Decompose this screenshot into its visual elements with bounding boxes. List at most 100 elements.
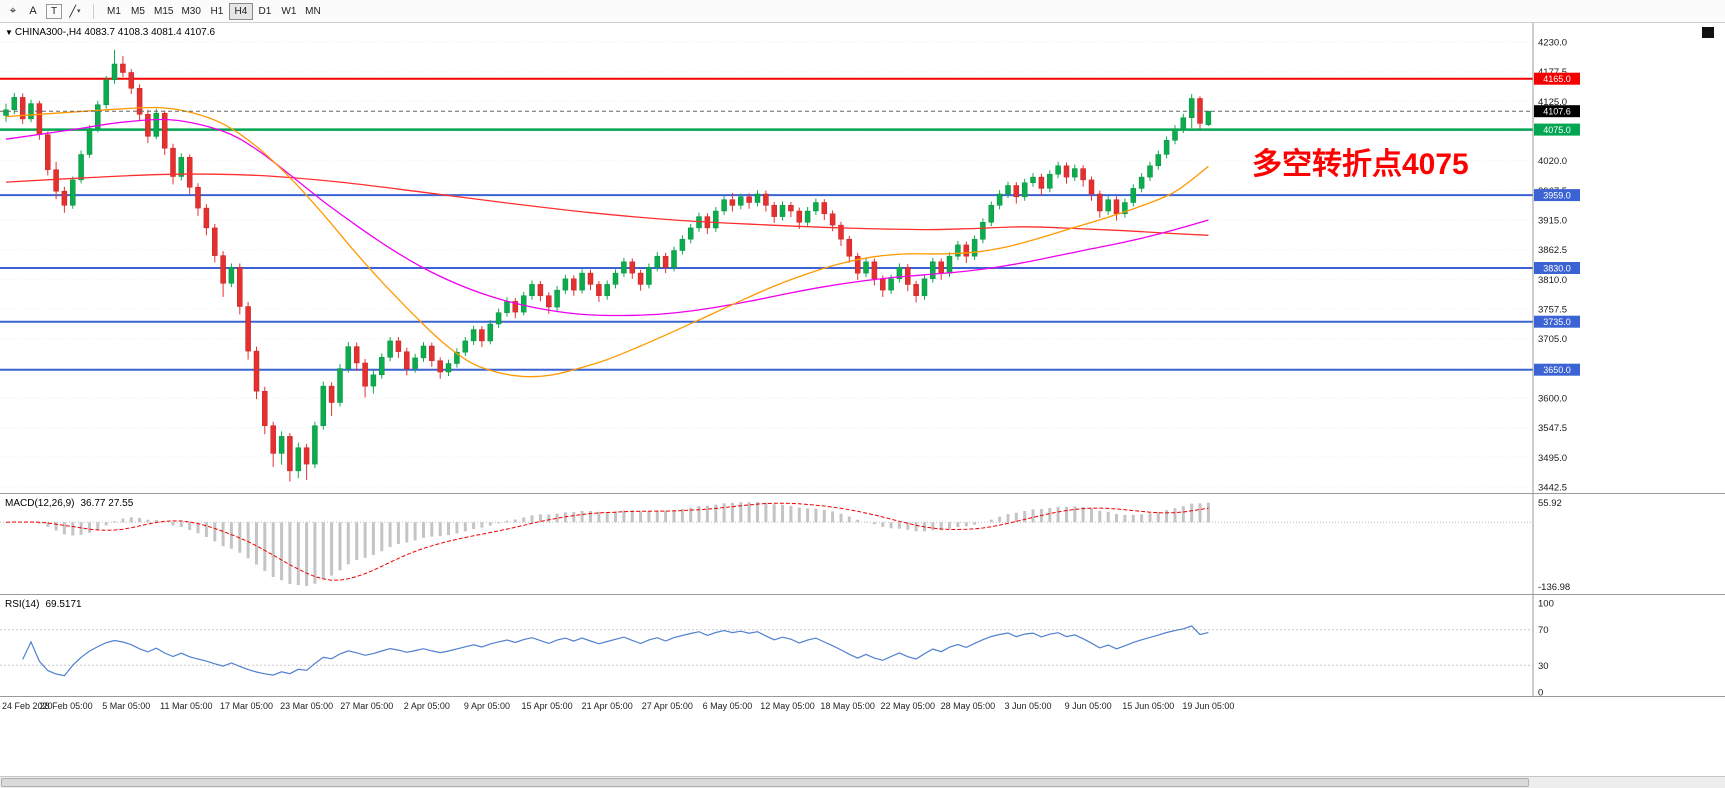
macd-values: 36.77 27.55 bbox=[80, 498, 134, 509]
macd-panel: 55.92 -136.98 MACD(12,26,9) 36.77 27.55 bbox=[0, 494, 1725, 595]
date-label: 19 Jun 05:00 bbox=[1182, 701, 1235, 711]
price-badge bbox=[1534, 72, 1580, 85]
price-badges: 4165.0 4075.0 3959.0 3830.0 3735.0 3650.0 4107… bbox=[1534, 72, 1580, 376]
horizontal-scrollbar-thumb[interactable] bbox=[1, 778, 1529, 787]
date-label: 27 Mar 05:00 bbox=[340, 701, 394, 711]
crosshair-tool-button[interactable]: ⌖ bbox=[9, 4, 17, 17]
svg-text:3705.0: 3705.0 bbox=[1538, 334, 1567, 345]
moving-averages bbox=[5, 106, 1209, 378]
macd-signal-line bbox=[5, 502, 1209, 581]
rsi-axis[interactable]: 100 70 30 0 bbox=[1532, 595, 1554, 697]
svg-text:-136.98: -136.98 bbox=[1538, 582, 1570, 593]
toolbar: ⌖ A T ╱ ▾ M1 M5 M15 M30 H1 H4 D1 W1 MN bbox=[0, 0, 1725, 23]
date-label: 18 May 05:00 bbox=[820, 701, 875, 711]
date-label: 21 Apr 05:00 bbox=[581, 701, 633, 711]
candlesticks bbox=[3, 49, 1212, 482]
date-label: 23 Mar 05:00 bbox=[280, 701, 334, 711]
macd-canvas[interactable]: 55.92 -136.98 bbox=[0, 494, 1725, 594]
chart-info-line: ▼ CHINA300-,H4 4083.7 4108.3 4081.4 4107.… bbox=[5, 27, 215, 38]
timeframe-w1-button[interactable]: W1 bbox=[281, 5, 297, 17]
date-label: 28 May 05:00 bbox=[940, 701, 996, 711]
price-axis[interactable]: 4230.04177.54125.04072.54020.03967.53915… bbox=[1532, 23, 1567, 494]
date-label: 2 Apr 05:00 bbox=[403, 701, 450, 711]
chart-info-text: CHINA300-,H4 4083.7 4108.3 4081.4 4107.6 bbox=[14, 27, 216, 38]
timeframe-h4-button[interactable]: H4 bbox=[228, 2, 253, 20]
rsi-panel: 100 70 30 0 RSI(14) 69.5171 bbox=[0, 595, 1725, 697]
timeframe-h1-button[interactable]: H1 bbox=[210, 5, 224, 17]
date-label: 15 Jun 05:00 bbox=[1122, 701, 1175, 711]
rsi-value: 69.5171 bbox=[45, 599, 82, 610]
macd-axis[interactable]: 55.92 -136.98 bbox=[1532, 494, 1570, 594]
macd-label: MACD(12,26,9) 36.77 27.55 bbox=[5, 498, 133, 509]
svg-text:3495.0: 3495.0 bbox=[1538, 453, 1567, 464]
timeframe-mn-button[interactable]: MN bbox=[305, 5, 321, 17]
svg-text:4125.0: 4125.0 bbox=[1538, 97, 1567, 108]
svg-text:3810.0: 3810.0 bbox=[1538, 275, 1567, 286]
price-badge bbox=[1534, 262, 1580, 274]
svg-text:100: 100 bbox=[1538, 599, 1554, 610]
timeframe-m5-button[interactable]: M5 bbox=[131, 5, 145, 17]
rsi-canvas[interactable]: 100 70 30 0 bbox=[0, 595, 1725, 696]
date-label: 24 Feb 2020 bbox=[2, 701, 53, 711]
svg-text:3757.5: 3757.5 bbox=[1538, 305, 1567, 316]
svg-text:4177.5: 4177.5 bbox=[1538, 67, 1567, 78]
macd-name: MACD(12,26,9) bbox=[5, 498, 75, 509]
svg-text:4020.0: 4020.0 bbox=[1538, 156, 1567, 167]
rsi-name: RSI(14) bbox=[5, 599, 40, 610]
timeframe-m30-button[interactable]: M30 bbox=[181, 5, 201, 17]
timeframe-m1-button[interactable]: M1 bbox=[107, 5, 121, 17]
date-label: 6 May 05:00 bbox=[702, 701, 753, 711]
timeframe-d1-button[interactable]: D1 bbox=[258, 5, 272, 17]
svg-text:4165.0: 4165.0 bbox=[1543, 74, 1571, 84]
text-label-tool-button[interactable]: T bbox=[46, 3, 62, 19]
date-label: 11 Mar 05:00 bbox=[160, 701, 213, 711]
toolbar-separator bbox=[93, 3, 94, 19]
date-label: 22 May 05:00 bbox=[880, 701, 936, 711]
svg-text:4107.6: 4107.6 bbox=[1543, 107, 1571, 117]
horizontal-scrollbar[interactable] bbox=[0, 776, 1725, 788]
drawing-tools-group: ⌖ A T ╱ ▾ bbox=[3, 2, 85, 20]
price-gridlines bbox=[0, 41, 1533, 488]
date-label: 5 Mar 05:00 bbox=[102, 701, 151, 711]
text-tool-button[interactable]: A bbox=[29, 5, 37, 17]
draw-shapes-tool-button[interactable]: ╱ ▾ bbox=[69, 5, 81, 18]
scroll-thumb-top-right[interactable] bbox=[1702, 27, 1714, 38]
rsi-label: RSI(14) 69.5171 bbox=[5, 599, 82, 610]
svg-text:3830.0: 3830.0 bbox=[1543, 264, 1571, 274]
svg-text:3600.0: 3600.0 bbox=[1538, 394, 1567, 405]
svg-text:3915.0: 3915.0 bbox=[1538, 216, 1567, 227]
svg-text:70: 70 bbox=[1538, 625, 1549, 636]
date-label: 9 Jun 05:00 bbox=[1064, 701, 1112, 711]
timeframe-m15-button[interactable]: M15 bbox=[154, 5, 174, 17]
svg-text:3959.0: 3959.0 bbox=[1543, 191, 1571, 201]
svg-text:3547.5: 3547.5 bbox=[1538, 423, 1567, 434]
svg-text:4075.0: 4075.0 bbox=[1543, 125, 1571, 135]
date-label: 15 Apr 05:00 bbox=[521, 701, 573, 711]
ma-long-red bbox=[5, 173, 1209, 236]
time-axis[interactable]: 24 Feb 2020 28 Feb 05:00 5 Mar 05:00 11 Mar… bbox=[0, 697, 1725, 715]
svg-text:0: 0 bbox=[1538, 688, 1543, 697]
ma-fast-orange bbox=[5, 106, 1209, 378]
svg-text:30: 30 bbox=[1538, 661, 1549, 672]
rsi-level-lines bbox=[0, 629, 1533, 666]
date-label: 17 Mar 05:00 bbox=[219, 701, 273, 711]
svg-text:55.92: 55.92 bbox=[1538, 498, 1562, 509]
date-label: 12 May 05:00 bbox=[760, 701, 815, 711]
date-label: 9 Apr 05:00 bbox=[463, 701, 510, 711]
chevron-down-icon: ▾ bbox=[77, 8, 81, 15]
rsi-line bbox=[22, 625, 1209, 677]
price-badge bbox=[1534, 315, 1580, 328]
support-resistance-lines[interactable] bbox=[0, 77, 1533, 371]
symbol-marker-icon: ▼ bbox=[5, 28, 13, 37]
macd-histogram bbox=[12, 502, 1210, 586]
annotation-text: 多空转折点4075 bbox=[1252, 148, 1469, 181]
price-badge bbox=[1534, 363, 1580, 376]
date-label: 3 Jun 05:00 bbox=[1004, 701, 1052, 711]
main-chart-panel: 4230.04177.54125.04072.54020.03967.53915… bbox=[0, 23, 1725, 494]
svg-text:3650.0: 3650.0 bbox=[1543, 365, 1571, 375]
price-badge bbox=[1534, 189, 1580, 202]
svg-text:4230.0: 4230.0 bbox=[1538, 38, 1567, 49]
price-badge bbox=[1534, 123, 1580, 136]
main-chart-canvas[interactable]: 4230.04177.54125.04072.54020.03967.53915… bbox=[0, 23, 1725, 494]
date-label: 27 Apr 05:00 bbox=[641, 701, 693, 711]
